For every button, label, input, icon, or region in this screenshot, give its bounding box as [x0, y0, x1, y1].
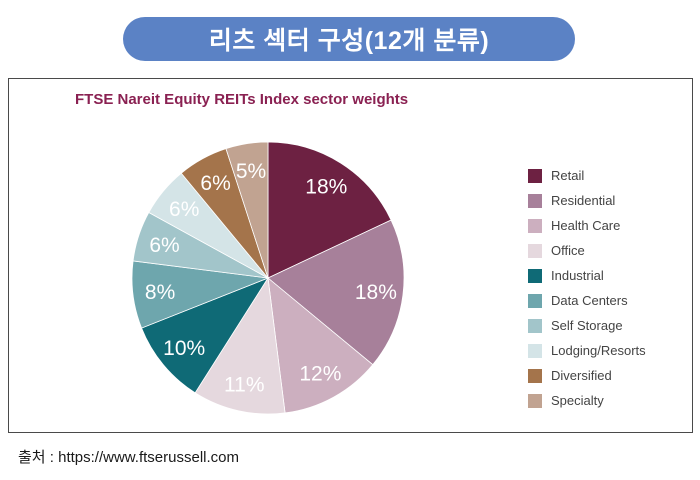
pie-label-retail: 18%	[305, 175, 347, 198]
legend-item-data-centers: Data Centers	[528, 288, 646, 313]
pie-label-diversified: 6%	[200, 172, 230, 195]
legend-item-health-care: Health Care	[528, 213, 646, 238]
chart-title: FTSE Nareit Equity REITs Index sector we…	[75, 91, 409, 108]
pie-slice-residential	[267, 219, 405, 366]
legend-item-industrial: Industrial	[528, 263, 646, 288]
pie-chart: 18%18%12%11%10%8%6%6%6%5%	[131, 141, 405, 415]
legend-label-health-care: Health Care	[551, 218, 621, 233]
pie-slice-office	[194, 276, 286, 415]
pie-label-specialty: 5%	[236, 160, 266, 183]
pie-label-residential: 18%	[355, 281, 397, 304]
pie-label-office: 11%	[224, 374, 264, 397]
legend-swatch-industrial	[528, 268, 542, 283]
pie-slice-retail	[267, 141, 392, 279]
source-text: 출처 : https://www.ftserussell.com	[18, 449, 239, 466]
page-title-text: 리츠 섹터 구성(12개 분류)	[208, 27, 490, 55]
legend-label-data-centers: Data Centers	[551, 293, 628, 308]
pie-label-health-care: 12%	[299, 363, 341, 386]
legend-item-specialty: Specialty	[528, 388, 646, 413]
pie-label-lodging-resorts: 6%	[169, 198, 199, 221]
legend-swatch-retail	[528, 168, 542, 183]
legend-swatch-lodging-resorts	[528, 343, 542, 358]
legend-item-office: Office	[528, 238, 646, 263]
legend-item-self-storage: Self Storage	[528, 313, 646, 338]
legend-label-specialty: Specialty	[551, 393, 604, 408]
legend-label-industrial: Industrial	[551, 268, 604, 283]
legend-swatch-self-storage	[528, 318, 542, 333]
pie-label-data-centers: 8%	[145, 281, 175, 304]
legend-swatch-residential	[528, 193, 542, 208]
legend-swatch-specialty	[528, 393, 542, 408]
legend-swatch-data-centers	[528, 293, 542, 308]
pie-label-self-storage: 6%	[149, 234, 179, 257]
pie-slice-health-care	[267, 277, 374, 414]
pie-label-industrial: 10%	[163, 337, 205, 360]
legend-item-residential: Residential	[528, 188, 646, 213]
legend-label-self-storage: Self Storage	[551, 318, 623, 333]
legend-swatch-diversified	[528, 368, 542, 383]
legend-label-lodging-resorts: Lodging/Resorts	[551, 343, 646, 358]
pie-slice-industrial	[141, 277, 269, 394]
legend: Retail Residential Health Care Office Indust…	[528, 163, 646, 413]
legend-item-retail: Retail	[528, 163, 646, 188]
legend-item-diversified: Diversified	[528, 363, 646, 388]
legend-label-residential: Residential	[551, 193, 616, 208]
page-title: 리츠 섹터 구성(12개 분류)	[123, 17, 575, 61]
chart-panel: FTSE Nareit Equity REITs Index sector we…	[8, 78, 693, 433]
pie-slice-specialty	[225, 141, 269, 279]
legend-label-office: Office	[551, 243, 585, 258]
legend-swatch-office	[528, 243, 542, 258]
legend-swatch-health-care	[528, 218, 542, 233]
legend-label-diversified: Diversified	[551, 368, 612, 383]
legend-item-lodging-resorts: Lodging/Resorts	[528, 338, 646, 363]
legend-label-retail: Retail	[551, 168, 585, 183]
